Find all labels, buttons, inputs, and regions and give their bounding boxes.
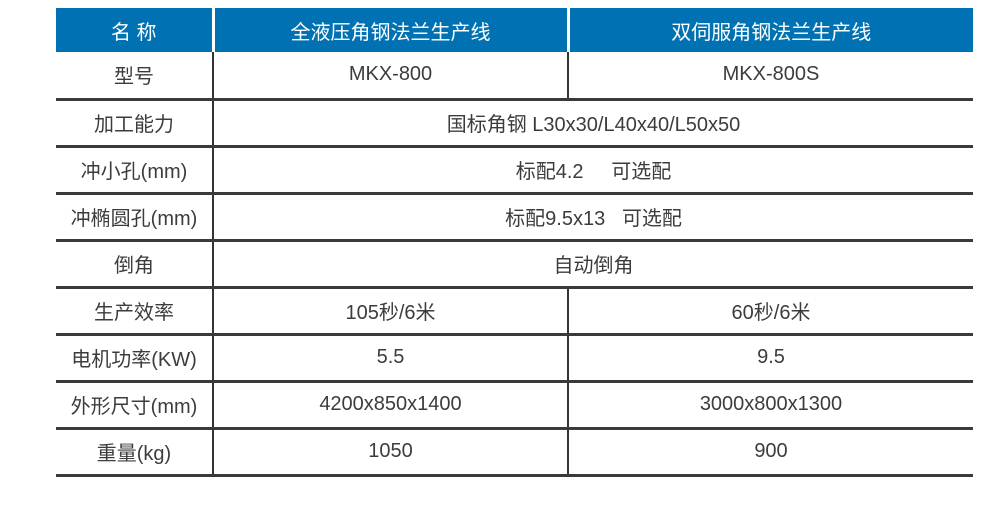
spec-sheet: 名 称 全液压角钢法兰生产线 双伺服角钢法兰生产线 型号 MKX-800 MKX… xyxy=(56,8,973,477)
spec-value: 60秒/6米 xyxy=(568,287,973,336)
table-row: 倒角 自动倒角 xyxy=(56,240,973,289)
spec-value: 标配9.5x13 可选配 xyxy=(213,193,973,242)
table-row: 型号 MKX-800 MKX-800S xyxy=(56,52,973,101)
header-name: 名 称 xyxy=(56,8,213,52)
table-row: 冲小孔(mm) 标配4.2 可选配 xyxy=(56,146,973,195)
spec-value: 900 xyxy=(568,428,973,477)
header-row: 名 称 全液压角钢法兰生产线 双伺服角钢法兰生产线 xyxy=(56,8,973,52)
row-label: 冲小孔(mm) xyxy=(56,146,214,195)
table-row: 加工能力 国标角钢 L30x30/L40x40/L50x50 xyxy=(56,99,973,148)
spec-value: 5.5 xyxy=(213,334,569,383)
table-row: 冲椭圆孔(mm) 标配9.5x13 可选配 xyxy=(56,193,973,242)
row-label: 加工能力 xyxy=(56,99,214,148)
table-row: 重量(kg) 1050 900 xyxy=(56,428,973,477)
spec-value: 自动倒角 xyxy=(213,240,973,289)
spec-table: 名 称 全液压角钢法兰生产线 双伺服角钢法兰生产线 型号 MKX-800 MKX… xyxy=(56,8,973,477)
table-row: 电机功率(KW) 5.5 9.5 xyxy=(56,334,973,383)
spec-value: 9.5 xyxy=(568,334,973,383)
row-label: 重量(kg) xyxy=(56,428,214,477)
row-label: 倒角 xyxy=(56,240,214,289)
row-label: 型号 xyxy=(56,52,214,101)
header-product-1: 全液压角钢法兰生产线 xyxy=(211,8,568,52)
spec-value: 105秒/6米 xyxy=(213,287,569,336)
table-row: 生产效率 105秒/6米 60秒/6米 xyxy=(56,287,973,336)
spec-value: 1050 xyxy=(213,428,569,477)
header-product-2: 双伺服角钢法兰生产线 xyxy=(566,8,973,52)
spec-value: 4200x850x1400 xyxy=(213,381,569,430)
spec-value: 3000x800x1300 xyxy=(568,381,973,430)
spec-value: 国标角钢 L30x30/L40x40/L50x50 xyxy=(213,99,973,148)
row-label: 外形尺寸(mm) xyxy=(56,381,214,430)
table-row: 外形尺寸(mm) 4200x850x1400 3000x800x1300 xyxy=(56,381,973,430)
row-label: 电机功率(KW) xyxy=(56,334,214,383)
row-label: 生产效率 xyxy=(56,287,214,336)
spec-value: 标配4.2 可选配 xyxy=(213,146,973,195)
spec-value: MKX-800 xyxy=(213,52,569,101)
spec-value: MKX-800S xyxy=(568,52,973,101)
row-label: 冲椭圆孔(mm) xyxy=(56,193,214,242)
